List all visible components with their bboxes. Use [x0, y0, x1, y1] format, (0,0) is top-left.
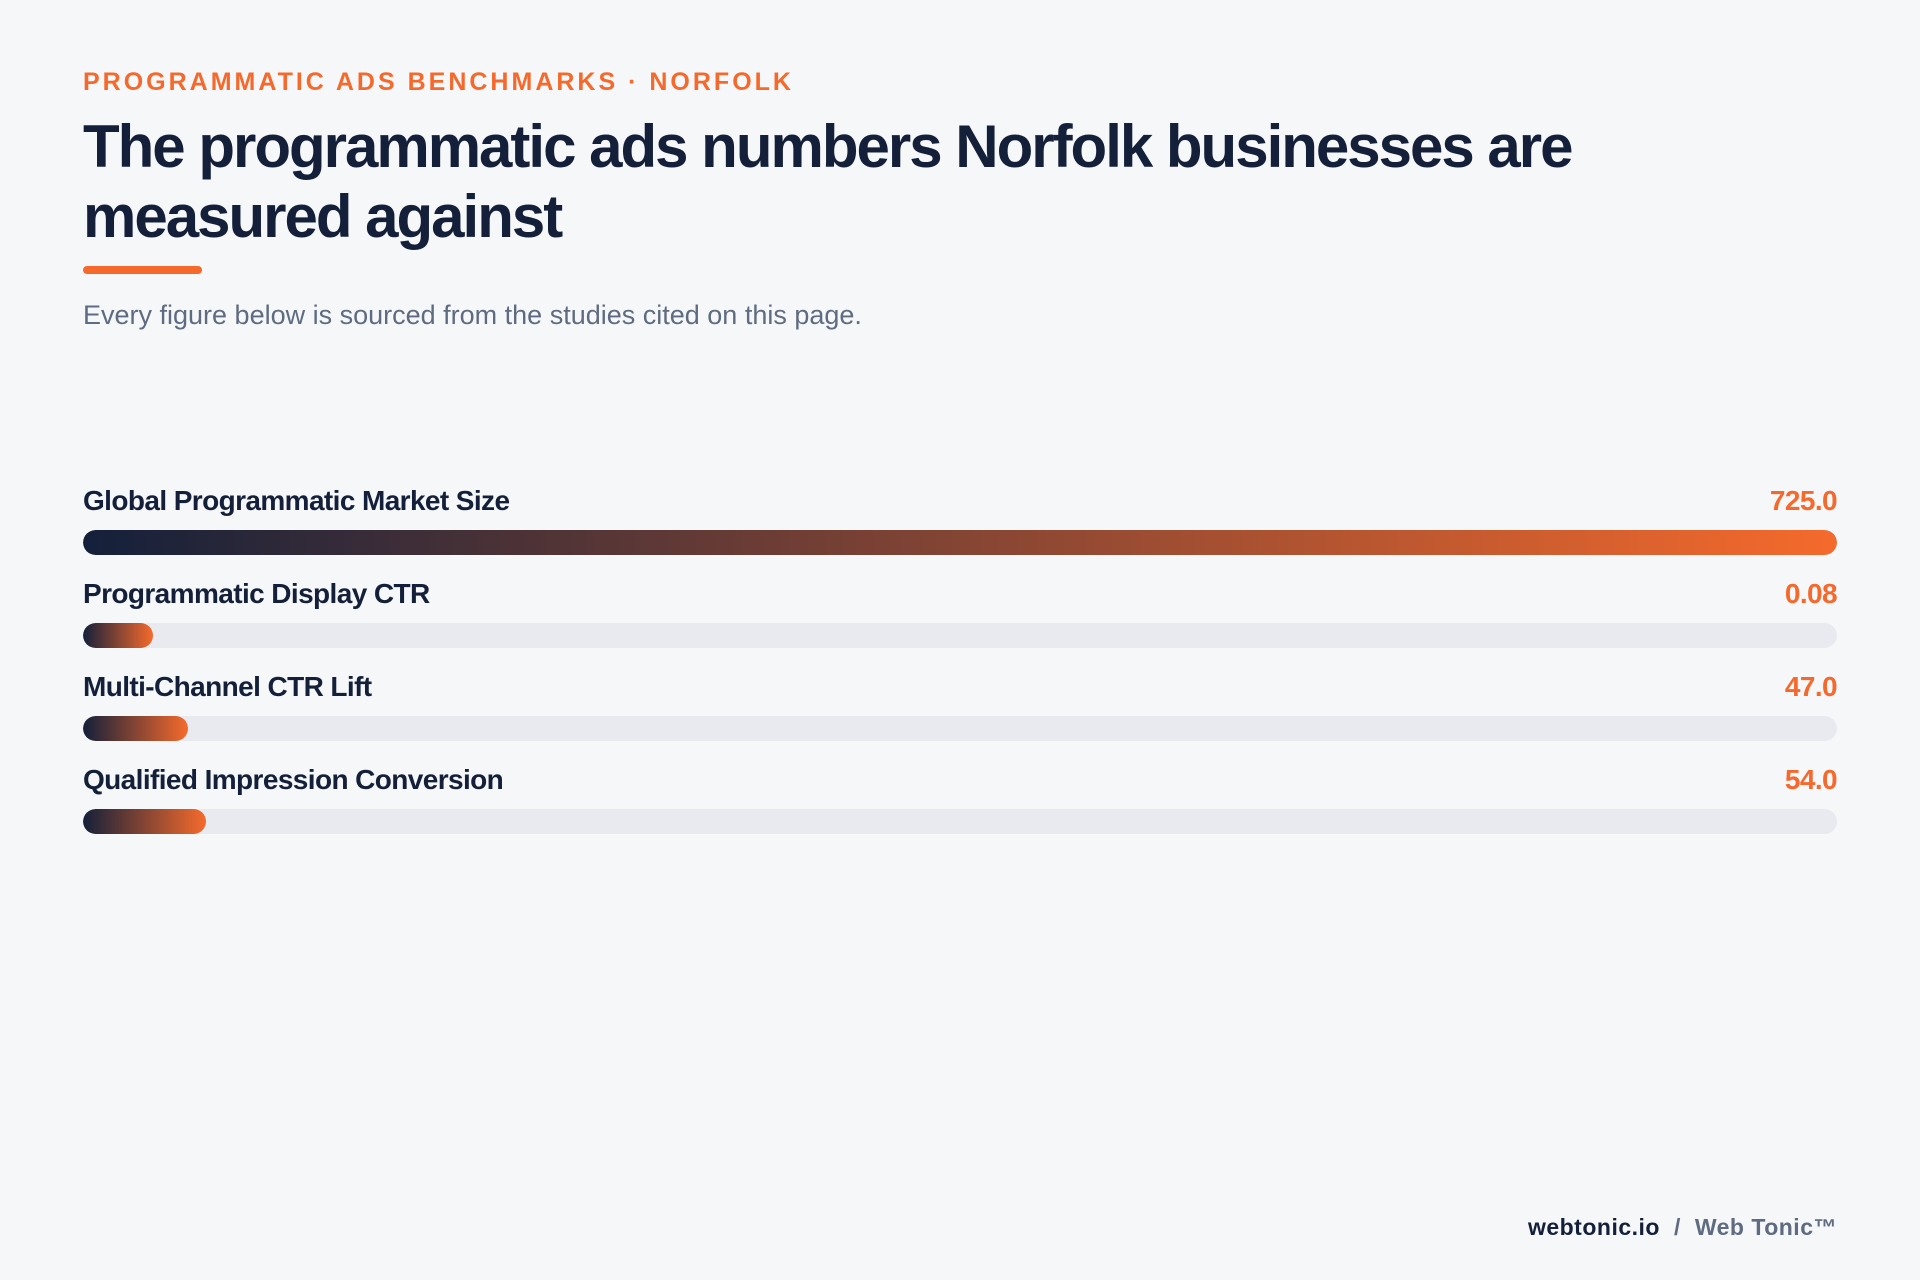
bar-chart: Global Programmatic Market Size 725.0 Prog…	[83, 485, 1838, 857]
bar-label: Qualified Impression Conversion	[83, 764, 504, 795]
bar-row: Global Programmatic Market Size 725.0	[83, 485, 1838, 578]
bar-row: Multi-Channel CTR Lift 47.0	[83, 671, 1838, 764]
eyebrow-label: PROGRAMMATIC ADS BENCHMARKS · NORFOLK	[83, 68, 794, 96]
title-accent-rule	[83, 266, 202, 274]
bar-fill	[83, 716, 189, 741]
bar-value-label: 47.0	[1784, 671, 1838, 702]
benchmark-card: PROGRAMMATIC ADS BENCHMARKS · NORFOLK Th…	[83, 0, 1838, 1280]
bar-fill	[83, 530, 1837, 555]
footer-brand: Web Tonic™	[1694, 1214, 1837, 1240]
footer-site: webtonic.io	[1527, 1214, 1660, 1240]
bar-row: Qualified Impression Conversion 54.0	[83, 764, 1838, 857]
bar-track	[83, 623, 1837, 648]
page-title: The programmatic ads numbers Norfolk bus…	[83, 113, 1574, 250]
bar-track	[83, 530, 1837, 555]
bar-row: Programmatic Display CTR 0.08	[83, 578, 1838, 671]
bar-value-label: 54.0	[1784, 764, 1838, 795]
bar-track	[83, 716, 1837, 741]
footer-separator: /	[1673, 1214, 1681, 1240]
bar-value-label: 0.08	[1784, 578, 1838, 609]
bar-track	[83, 809, 1837, 834]
bar-value-label: 725.0	[1769, 485, 1838, 516]
page-subtitle: Every figure below is sourced from the s…	[83, 300, 862, 330]
footer-credit: webtonic.io / Web Tonic™	[1528, 1214, 1837, 1241]
bar-label: Multi-Channel CTR Lift	[83, 671, 372, 702]
bar-fill	[83, 809, 206, 834]
bar-label: Global Programmatic Market Size	[83, 485, 510, 516]
bar-fill	[83, 623, 154, 648]
bar-label: Programmatic Display CTR	[83, 578, 430, 609]
